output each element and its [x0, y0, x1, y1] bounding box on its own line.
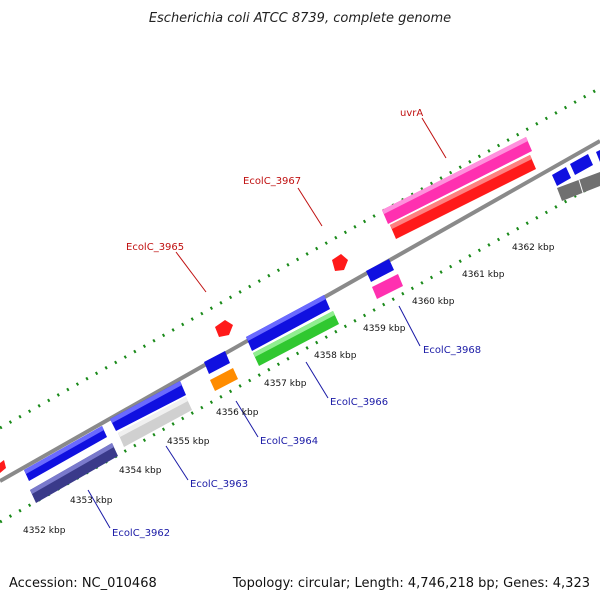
feature-right-cds-3 — [596, 150, 600, 162]
leader-ecolc_3966 — [305, 361, 329, 399]
leader-ecolc_3967 — [297, 187, 323, 227]
map-title: Escherichia coli ATCC 8739, complete gen… — [149, 11, 451, 26]
small-red-marker-1 — [215, 320, 233, 337]
feature-right-cds-1 — [552, 167, 571, 186]
feature-ecolc_3963-gene — [118, 397, 192, 447]
gene-label-ecolc_3967: EcolC_3967 — [243, 176, 301, 187]
scale-label: 4357 kbp — [264, 379, 307, 389]
leader-ecolc_3968 — [398, 305, 421, 347]
outer-tick-row — [0, 86, 600, 430]
gene-label-ecolc_3964: EcolC_3964 — [260, 436, 318, 447]
feature-ecolc_3968-gene — [372, 274, 403, 299]
scale-label: 4354 kbp — [119, 466, 162, 476]
feature-right-cds-2 — [570, 154, 593, 175]
scale-label: 4353 kbp — [70, 496, 113, 506]
leader-ecolc_3965 — [175, 251, 207, 293]
feature-ecolc_3962-cds — [24, 426, 107, 481]
scale-label: 4362 kbp — [512, 243, 555, 253]
topology-text: Topology: circular; Length: 4,746,218 bp… — [232, 576, 590, 591]
feature-ecolc_3963-cds — [110, 381, 186, 431]
feature-ecolc_3962-gene — [30, 443, 118, 503]
accession-text: Accession: NC_010468 — [9, 576, 157, 591]
feature-uvrA-cds — [382, 137, 532, 224]
scale-label: 4356 kbp — [216, 408, 259, 418]
scale-label: 4352 kbp — [23, 526, 66, 536]
leader-ecolc_3962 — [87, 489, 111, 529]
gene-label-ecolc_3966: EcolC_3966 — [330, 397, 388, 408]
feature-ecolc_3964-gene — [210, 368, 238, 391]
scale-label: 4359 kbp — [363, 324, 406, 334]
gene-label-ecolc_3962: EcolC_3962 — [112, 528, 170, 539]
gene-label-uvrA: uvrA — [400, 108, 423, 119]
small-red-marker-2 — [332, 254, 348, 271]
scale-label: 4361 kbp — [462, 270, 505, 280]
gene-label-ecolc_3965: EcolC_3965 — [126, 242, 184, 253]
feature-uvrA-gene — [390, 155, 536, 239]
leader-ecolc_3963 — [165, 445, 189, 481]
scale-label: 4355 kbp — [167, 437, 210, 447]
feature-ecolc_3964-cds — [204, 351, 230, 374]
leader-uvrA — [421, 117, 447, 159]
feature-ecolc_3966-cds — [246, 295, 330, 351]
gene-label-ecolc_3968: EcolC_3968 — [423, 345, 481, 356]
feature-ecolc_3966-gene — [253, 311, 339, 366]
gene-label-ecolc_3963: EcolC_3963 — [190, 479, 248, 490]
feature-right-gene-grey — [557, 172, 600, 201]
scale-label: 4358 kbp — [314, 351, 357, 361]
scale-label: 4360 kbp — [412, 297, 455, 307]
leader-ecolc_3964 — [235, 400, 259, 438]
small-red-marker-3 — [0, 460, 6, 473]
feature-ecolc_3968-cds — [366, 259, 394, 282]
